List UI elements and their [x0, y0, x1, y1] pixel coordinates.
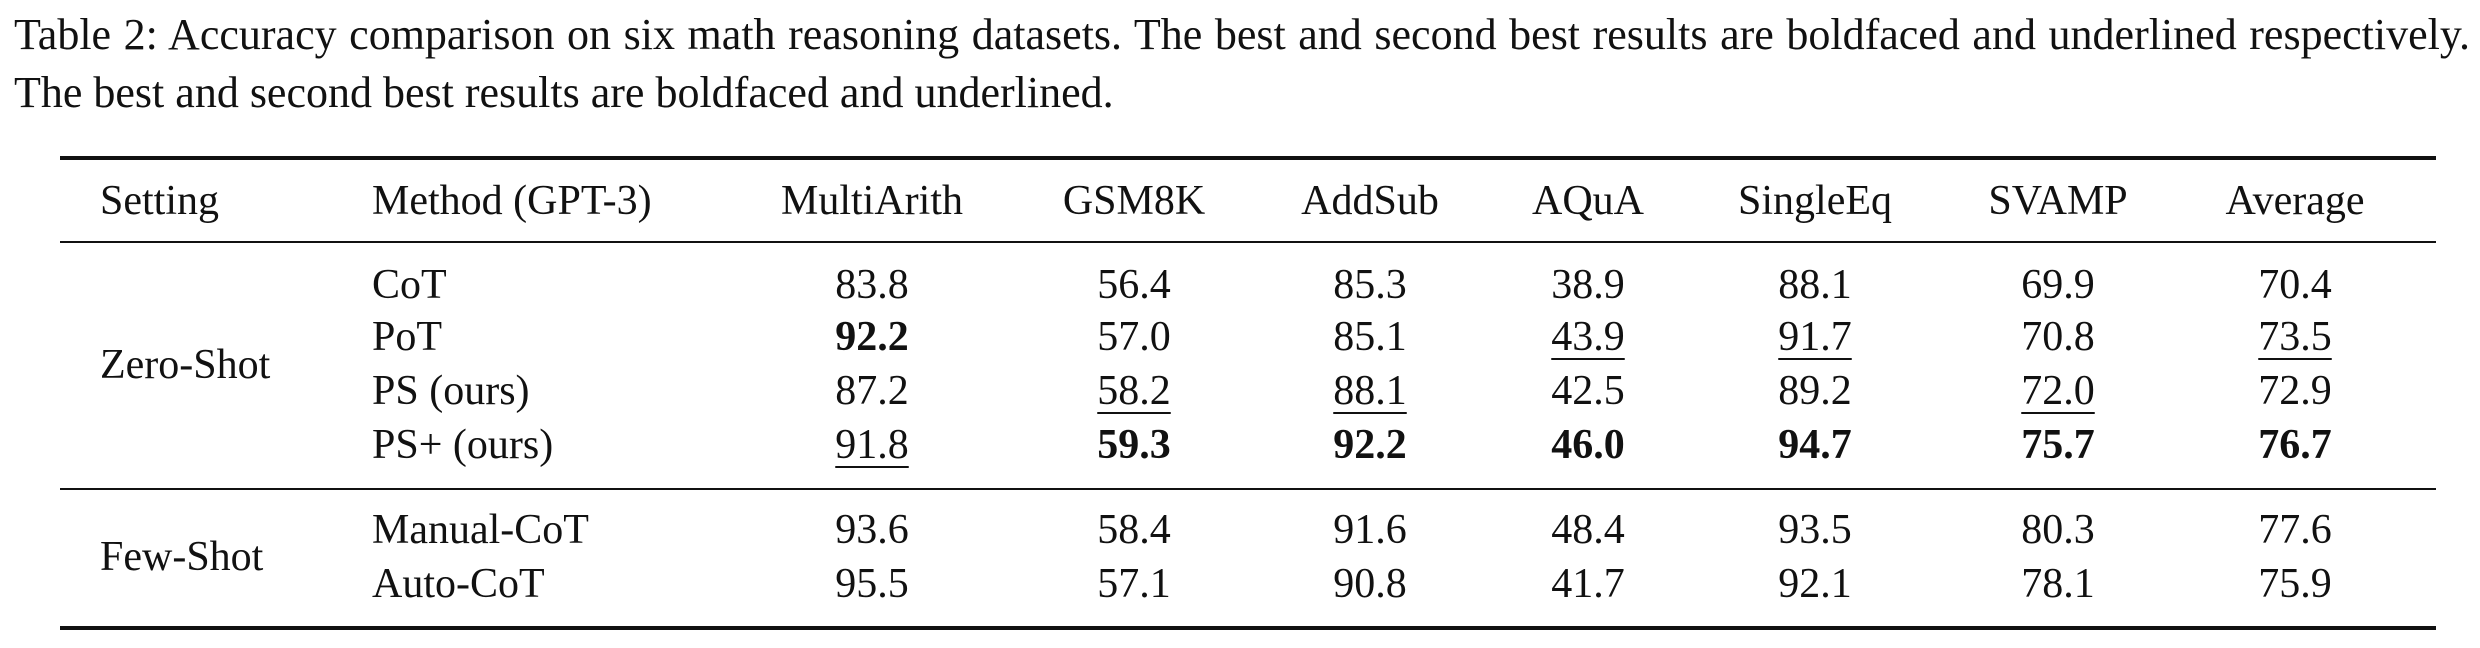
score-cell: 88.1	[1333, 368, 1407, 414]
column-header: GSM8K	[1062, 178, 1206, 224]
column-header: MultiArith	[780, 178, 964, 224]
group-rule	[60, 488, 2436, 490]
score-cell: 46.0	[1551, 422, 1625, 468]
score-cell: 94.7	[1778, 422, 1852, 468]
setting-label: Few-Shot	[100, 534, 264, 580]
score-cell: 75.9	[2258, 561, 2332, 607]
score-cell: 48.4	[1551, 507, 1625, 553]
score-cell: 85.3	[1333, 262, 1407, 308]
score-cell: 43.9	[1551, 314, 1625, 360]
score-cell: 38.9	[1551, 262, 1625, 308]
setting-label: Zero-Shot	[100, 342, 271, 388]
column-header: AQuA	[1532, 178, 1644, 224]
column-header: Setting	[100, 178, 220, 224]
score-cell: 70.8	[2021, 314, 2095, 360]
score-cell: 69.9	[2021, 262, 2095, 308]
score-cell: 57.0	[1097, 314, 1171, 360]
score-cell: 75.7	[2021, 422, 2095, 468]
score-cell: 70.4	[2258, 262, 2332, 308]
score-cell: 91.7	[1778, 314, 1852, 360]
score-cell: 91.6	[1333, 507, 1407, 553]
method-name: Auto-CoT	[372, 561, 545, 607]
score-cell: 91.8	[835, 422, 909, 468]
score-cell: 77.6	[2258, 507, 2332, 553]
score-cell: 78.1	[2021, 561, 2095, 607]
score-cell: 83.8	[835, 262, 909, 308]
score-cell: 57.1	[1097, 561, 1171, 607]
score-cell: 72.9	[2258, 368, 2332, 414]
column-header: AddSub	[1301, 178, 1439, 224]
method-name: CoT	[372, 262, 447, 308]
score-cell: 76.7	[2258, 422, 2332, 468]
score-cell: 88.1	[1778, 262, 1852, 308]
bottom-rule	[60, 626, 2436, 630]
column-header: Method (GPT-3)	[372, 178, 652, 224]
score-cell: 59.3	[1097, 422, 1171, 468]
score-cell: 87.2	[835, 368, 909, 414]
method-name: PoT	[372, 314, 443, 360]
column-header: SingleEq	[1738, 178, 1892, 224]
header-rule	[60, 241, 2436, 243]
score-cell: 93.5	[1778, 507, 1852, 553]
score-cell: 73.5	[2258, 314, 2332, 360]
score-cell: 92.2	[835, 314, 909, 360]
score-cell: 58.2	[1097, 368, 1171, 414]
top-rule	[60, 156, 2436, 160]
score-cell: 80.3	[2021, 507, 2095, 553]
caption: Table 2: Accuracy comparison on six math…	[14, 10, 2470, 117]
column-header: SVAMP	[1988, 178, 2128, 224]
score-cell: 42.5	[1551, 368, 1625, 414]
method-name: PS (ours)	[372, 368, 530, 414]
score-cell: 93.6	[835, 507, 909, 553]
score-cell: 95.5	[835, 561, 909, 607]
score-cell: 58.4	[1097, 507, 1171, 553]
score-cell: 72.0	[2021, 368, 2095, 414]
score-cell: 41.7	[1551, 561, 1625, 607]
method-name: PS+ (ours)	[372, 422, 554, 468]
score-cell: 92.2	[1333, 422, 1407, 468]
score-cell: 89.2	[1778, 368, 1852, 414]
score-cell: 85.1	[1333, 314, 1407, 360]
method-name: Manual-CoT	[372, 507, 589, 553]
score-cell: 92.1	[1778, 561, 1852, 607]
score-cell: 90.8	[1333, 561, 1407, 607]
column-header: Average	[2225, 178, 2365, 224]
score-cell: 56.4	[1097, 262, 1171, 308]
